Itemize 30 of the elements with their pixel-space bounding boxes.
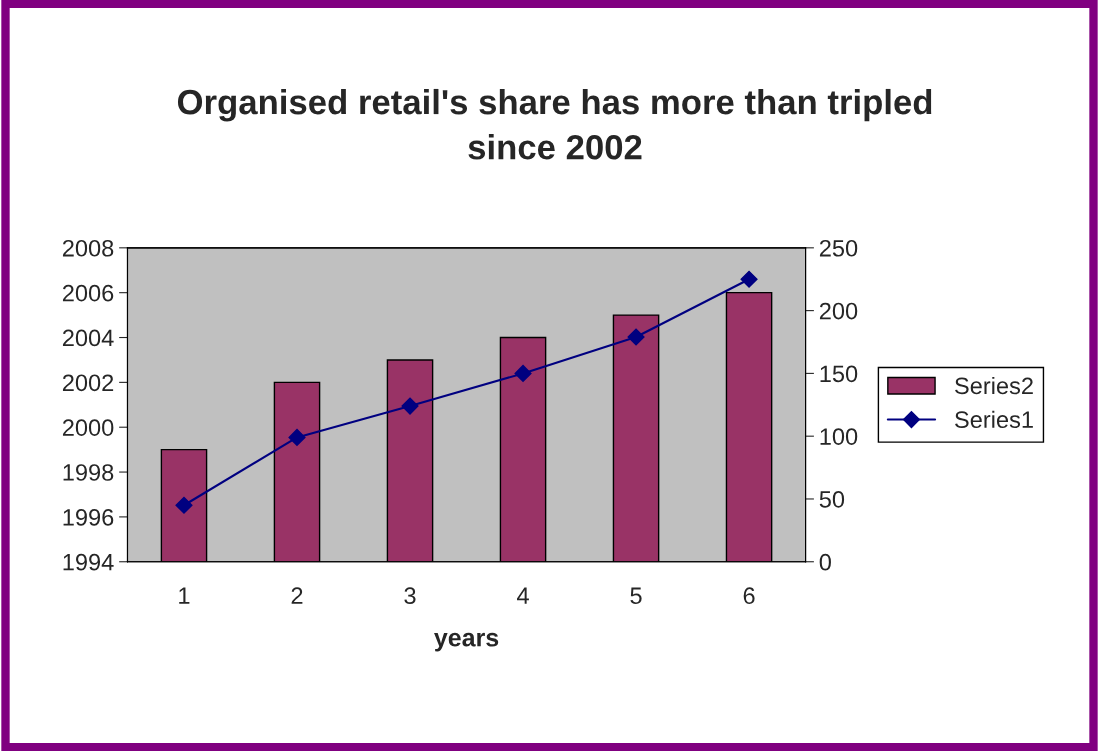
- y-tick-label: 1996: [63, 508, 114, 526]
- y2-tick-label: 0: [819, 553, 831, 571]
- y2-tick-label: 250: [819, 239, 858, 257]
- x-tick-label: 6: [743, 587, 755, 605]
- point: [288, 428, 306, 446]
- y-tick-label: 2008: [62, 239, 114, 257]
- y2-tick-label: 50: [819, 491, 845, 508]
- y-tick-label: 2002: [62, 374, 114, 392]
- x-tick-label: 1: [179, 587, 190, 604]
- legend-label: Series2: [955, 376, 1033, 395]
- y-tick-label: 2000: [62, 419, 114, 436]
- x-tick-label: 5: [630, 587, 642, 605]
- y2-tick-label: 150: [820, 365, 858, 383]
- y2-tick-label: 200: [819, 302, 858, 320]
- y2-tick-label: 100: [820, 428, 858, 445]
- y-tick-label: 1998: [63, 464, 114, 481]
- point: [514, 364, 532, 382]
- y-tick-label: 2004: [62, 329, 114, 347]
- y-tick-label: 2006: [62, 284, 114, 302]
- point: [401, 397, 419, 415]
- x-axis-title: years: [434, 632, 499, 652]
- x-tick-label: 3: [404, 587, 416, 605]
- legend-label: Series1: [955, 410, 1033, 429]
- point: [740, 270, 758, 288]
- y-tick-label: 1994: [63, 553, 114, 571]
- x-tick-label: 4: [517, 587, 529, 604]
- point: [175, 496, 193, 514]
- chart-title: Organised retail's share has more than tripled since 2002: [177, 88, 932, 160]
- point: [627, 328, 645, 346]
- x-tick-label: 2: [291, 587, 303, 604]
